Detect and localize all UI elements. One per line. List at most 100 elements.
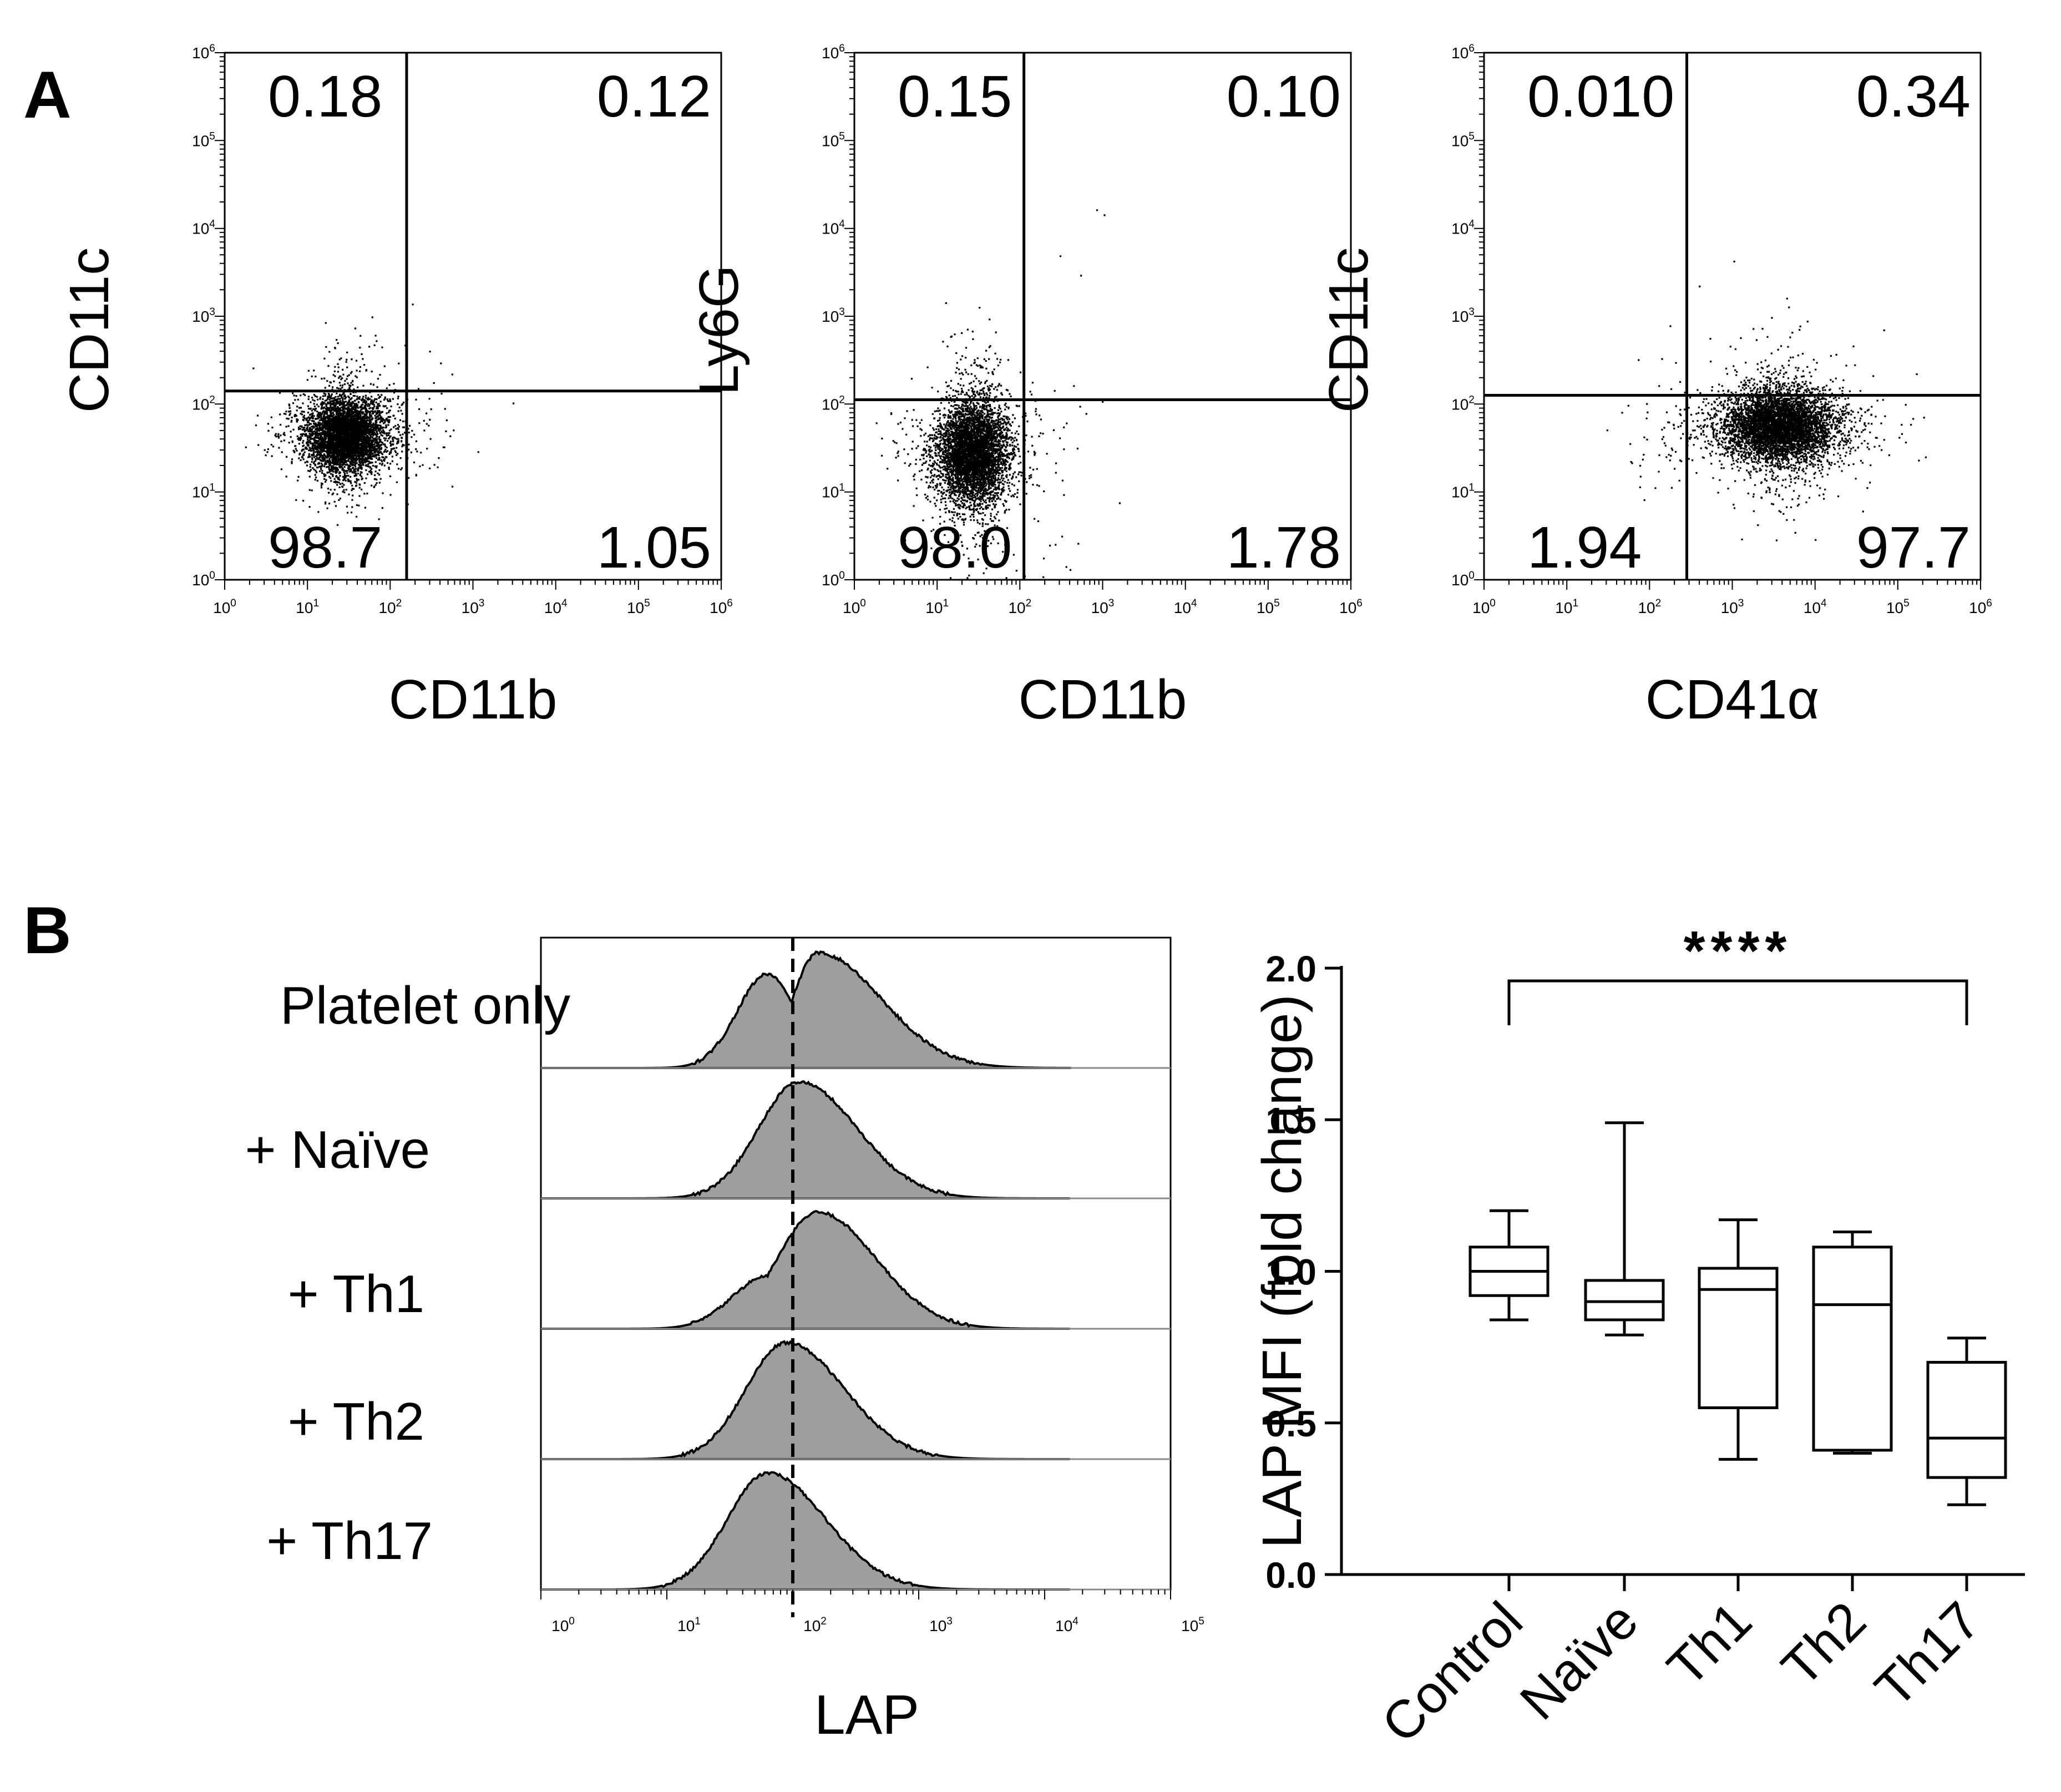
x-tick-label: 100 bbox=[213, 598, 236, 616]
histogram-label: Platelet only bbox=[280, 976, 570, 1035]
x-tick-label: 101 bbox=[296, 598, 319, 616]
quadrant-bottom-right: 97.7 bbox=[1856, 515, 1971, 580]
y-axis-label: LAP MFI (fold change) bbox=[1251, 994, 1313, 1548]
x-tick-label: 104 bbox=[1174, 598, 1197, 616]
box-th2 bbox=[1812, 1246, 1893, 1452]
y-tick-label: 102 bbox=[822, 394, 845, 413]
y-tick-label: 102 bbox=[1451, 394, 1475, 413]
histogram-3 bbox=[541, 1210, 1070, 1330]
category-label: Th1 bbox=[1656, 1591, 1763, 1698]
plot-frame bbox=[224, 52, 722, 581]
quadrant-top-right: 0.10 bbox=[1227, 64, 1341, 129]
quadrant-top-left: 0.010 bbox=[1527, 64, 1674, 129]
category-label: Naïve bbox=[1509, 1591, 1649, 1731]
y-tick-label: 106 bbox=[1451, 43, 1475, 62]
cell-events bbox=[245, 303, 515, 526]
histogram-4 bbox=[541, 1340, 1070, 1460]
x-tick-label: 103 bbox=[929, 1616, 953, 1634]
x-tick-label: 104 bbox=[1804, 598, 1827, 616]
category-label: Control bbox=[1370, 1591, 1533, 1754]
x-tick-label: 105 bbox=[627, 598, 650, 616]
y-tick-label: 106 bbox=[192, 43, 215, 62]
plot-frame bbox=[1483, 52, 1982, 581]
x-tick-label: 104 bbox=[1055, 1616, 1078, 1634]
y-tick-label: 101 bbox=[192, 482, 215, 501]
lap-histogram-stack: Platelet only + Naïve + Th1 + Th2 + Th17 100 1… bbox=[245, 937, 1204, 1746]
quadrant-top-left: 0.15 bbox=[898, 64, 1012, 129]
x-tick-label: 103 bbox=[1091, 598, 1115, 616]
x-tick-label: 106 bbox=[1339, 598, 1363, 616]
y-axis-ticks bbox=[844, 52, 854, 580]
quadrant-bottom-right: 1.78 bbox=[1227, 515, 1341, 580]
quadrant-bottom-left: 98.7 bbox=[268, 515, 382, 580]
x-axis-ticks bbox=[1483, 580, 1981, 590]
significance-label: **** bbox=[1684, 920, 1792, 982]
x-tick-label: 101 bbox=[1555, 598, 1578, 616]
y-tick-label: 104 bbox=[822, 219, 845, 237]
dot-plot-cd41a-cd11c: 100 100 101 101 102 102 103 103 104 104 105 105 106 1… bbox=[1318, 43, 1992, 731]
quadrant-bottom-left: 98.0 bbox=[898, 515, 1012, 580]
histogram-1 bbox=[541, 950, 1071, 1069]
x-axis-ticks bbox=[540, 1589, 1171, 1599]
y-tick-label: 105 bbox=[192, 130, 215, 149]
cell-events bbox=[875, 209, 1121, 579]
box-th1 bbox=[1698, 1267, 1779, 1409]
y-tick-label: 101 bbox=[822, 482, 845, 501]
histogram-label: + Th1 bbox=[288, 1264, 424, 1324]
quadrant-top-right: 0.34 bbox=[1856, 64, 1971, 129]
x-tick-label: 100 bbox=[551, 1616, 575, 1634]
histogram-label: + Naïve bbox=[245, 1120, 430, 1180]
significance-bracket bbox=[1507, 979, 1968, 1025]
x-tick-label: 102 bbox=[803, 1616, 827, 1634]
x-tick-label: 103 bbox=[462, 598, 485, 616]
y-axis-label: CD11c bbox=[58, 247, 120, 413]
quadrant-bottom-right: 1.05 bbox=[597, 515, 711, 580]
x-tick-label: 100 bbox=[1472, 598, 1496, 616]
quadrant-top-left: 0.18 bbox=[268, 64, 382, 129]
quadrant-top-right: 0.12 bbox=[597, 64, 711, 129]
y-tick-label: 104 bbox=[192, 219, 215, 237]
histogram-label: + Th2 bbox=[288, 1392, 424, 1451]
plot-frame bbox=[853, 52, 1352, 581]
x-tick-label: 105 bbox=[1257, 598, 1280, 616]
x-axis-ticks bbox=[854, 580, 1351, 590]
x-tick-label: 101 bbox=[677, 1616, 701, 1634]
x-tick-label: 102 bbox=[1638, 598, 1661, 616]
x-tick-label: 104 bbox=[544, 598, 568, 616]
x-tick-label: 105 bbox=[1181, 1616, 1204, 1634]
x-tick-label: 102 bbox=[1008, 598, 1031, 616]
y-tick-label: 2.0 bbox=[1265, 948, 1316, 989]
y-tick-label: 100 bbox=[192, 570, 215, 589]
box-naïve bbox=[1584, 1279, 1665, 1322]
x-tick-label: 101 bbox=[925, 598, 949, 616]
x-axis-label: CD11b bbox=[389, 669, 558, 731]
y-axis-ticks bbox=[1474, 52, 1484, 580]
histogram-label: + Th17 bbox=[266, 1511, 433, 1571]
y-tick-label: 100 bbox=[822, 570, 845, 589]
y-tick-label: 106 bbox=[822, 43, 845, 62]
dot-plot-cd11b-ly6g: 100 100 101 101 102 102 103 103 104 104 105 105 106 1… bbox=[688, 43, 1363, 731]
quadrant-bottom-left: 1.94 bbox=[1527, 515, 1642, 580]
y-tick-label: 105 bbox=[1451, 130, 1475, 149]
y-tick-label: 103 bbox=[1451, 306, 1475, 325]
x-tick-label: 106 bbox=[710, 598, 733, 616]
x-axis-label: CD41α bbox=[1645, 669, 1819, 731]
lap-mfi-boxplot: 0.0 0.5 1.0 1.5 2.0 LAP MFI (fold change) Cont… bbox=[1251, 920, 2025, 1754]
panel-label-b: B bbox=[23, 893, 72, 968]
cell-events bbox=[1606, 260, 1927, 541]
histogram-2 bbox=[541, 1080, 1070, 1199]
category-label: Th17 bbox=[1863, 1591, 1991, 1718]
x-tick-label: 102 bbox=[378, 598, 402, 616]
y-tick-label: 105 bbox=[822, 130, 845, 149]
y-tick-label: 103 bbox=[822, 306, 845, 325]
x-tick-label: 103 bbox=[1721, 598, 1744, 616]
y-tick-label: 102 bbox=[192, 394, 215, 413]
y-tick-label: 1.5 bbox=[1265, 1100, 1316, 1141]
y-axis-label: CD11c bbox=[1318, 247, 1380, 413]
box-th17 bbox=[1926, 1360, 2007, 1479]
y-tick-label: 101 bbox=[1451, 482, 1475, 501]
dot-plot-cd11b-cd11c: 100 100 101 101 102 102 103 103 104 104 105 105 106 1… bbox=[58, 43, 733, 731]
y-tick-label: 103 bbox=[192, 306, 215, 325]
y-axis-ticks bbox=[215, 52, 225, 580]
